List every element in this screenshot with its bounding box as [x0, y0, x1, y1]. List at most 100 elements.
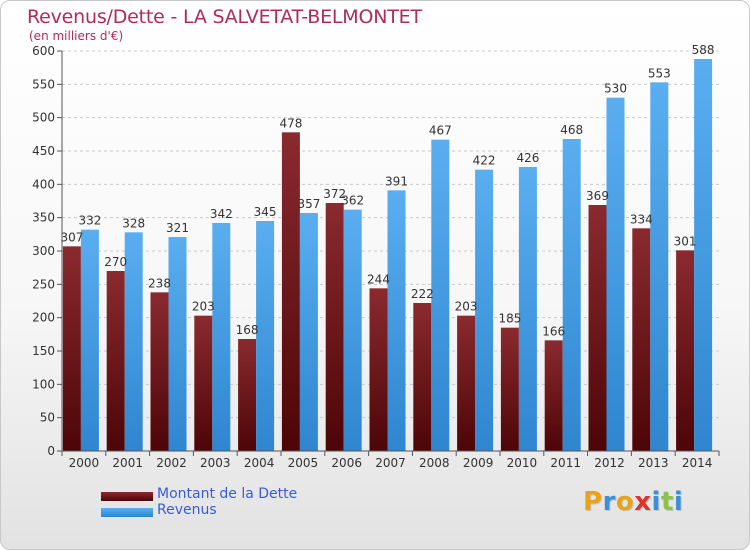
logo-letter: r: [602, 487, 616, 517]
x-tick-label: 2008: [419, 456, 450, 470]
x-tick-label: 2004: [244, 456, 275, 470]
data-label-debt: 222: [411, 287, 434, 301]
bar-debt: [544, 340, 563, 451]
x-tick-label: 2007: [375, 456, 406, 470]
bar-revenue: [694, 59, 713, 451]
y-tick-label: 150: [32, 344, 55, 358]
bar-debt: [369, 288, 388, 451]
y-tick-label: 100: [32, 377, 55, 391]
data-label-debt: 478: [279, 116, 302, 130]
data-label-revenue: 332: [78, 214, 101, 228]
data-label-debt: 203: [455, 300, 478, 314]
bar-revenue: [343, 209, 362, 451]
legend-swatch-revenue: [101, 508, 153, 517]
logo-letter: x: [634, 487, 652, 517]
data-label-revenue: 342: [210, 207, 233, 221]
bar-debt: [62, 246, 81, 451]
data-label-revenue: 422: [473, 154, 496, 168]
data-label-revenue: 468: [560, 123, 583, 137]
x-tick-label: 2006: [331, 456, 362, 470]
chart-subtitle: (en milliers d'€): [29, 29, 124, 43]
bar-revenue: [606, 97, 625, 452]
bar-revenue: [124, 232, 143, 451]
y-tick-label: 600: [32, 44, 55, 58]
bar-revenue: [562, 139, 581, 451]
x-tick-label: 2012: [594, 456, 625, 470]
bar-revenue: [475, 169, 494, 451]
bar-revenue: [168, 237, 187, 451]
data-label-revenue: 391: [385, 174, 408, 188]
data-label-debt: 369: [586, 189, 609, 203]
bar-revenue: [299, 213, 318, 451]
data-label-debt: 168: [236, 323, 259, 337]
x-tick-label: 2013: [638, 456, 669, 470]
bar-revenue: [431, 139, 450, 451]
x-tick-label: 2010: [507, 456, 538, 470]
x-tick-label: 2009: [463, 456, 494, 470]
data-label-debt: 301: [674, 234, 697, 248]
bar-debt: [106, 271, 125, 451]
bar-debt: [632, 228, 651, 451]
x-tick-label: 2000: [69, 456, 100, 470]
y-tick-label: 450: [32, 144, 55, 158]
data-label-debt: 166: [542, 324, 565, 338]
data-label-revenue: 530: [604, 82, 627, 96]
data-label-revenue: 357: [297, 197, 320, 211]
bar-debt: [194, 315, 213, 451]
y-tick-label: 350: [32, 211, 55, 225]
y-tick-label: 500: [32, 111, 55, 125]
bar-revenue: [518, 167, 537, 451]
bar-revenue: [387, 190, 406, 452]
legend-label-debt: Montant de la Dette: [157, 486, 298, 502]
data-label-revenue: 553: [648, 66, 671, 80]
bar-debt: [281, 132, 300, 452]
bar-debt: [500, 327, 519, 451]
data-label-revenue: 321: [166, 221, 189, 235]
data-label-revenue: 345: [254, 205, 277, 219]
chart-title: Revenus/Dette - LA SALVETAT-BELMONTET: [27, 6, 422, 28]
x-tick-label: 2005: [288, 456, 319, 470]
y-tick-label: 200: [32, 311, 55, 325]
bar-debt: [325, 203, 344, 451]
legend-swatch-debt: [101, 492, 153, 501]
data-label-revenue: 588: [692, 43, 715, 57]
y-tick-label: 0: [47, 444, 55, 458]
x-tick-label: 2011: [550, 456, 581, 470]
data-label-revenue: 426: [516, 151, 539, 165]
data-label-debt: 372: [323, 187, 346, 201]
y-tick-label: 550: [32, 77, 55, 91]
data-label-revenue: 467: [429, 124, 452, 138]
data-label-debt: 238: [148, 276, 171, 290]
bar-debt: [457, 315, 476, 451]
bar-debt: [676, 250, 695, 451]
bar-revenue: [256, 221, 275, 451]
data-label-debt: 334: [630, 212, 653, 226]
axes: 0 50 100 150 200 250 300 350 400 450 500 550 600 2000…: [32, 44, 720, 470]
x-tick-label: 2002: [156, 456, 187, 470]
proxiti-logo: Proxiti: [583, 487, 683, 517]
y-tick-label: 300: [32, 244, 55, 258]
x-tick-label: 2014: [682, 456, 713, 470]
data-label-debt: 307: [60, 230, 83, 244]
data-label-revenue: 328: [122, 216, 145, 230]
legend-label-revenue: Revenus: [157, 502, 217, 518]
y-tick-label: 50: [40, 411, 55, 425]
data-label-debt: 203: [192, 300, 215, 314]
bars: [62, 59, 713, 452]
data-label-debt: 270: [104, 255, 127, 269]
x-tick-label: 2003: [200, 456, 231, 470]
logo-letter: i: [673, 487, 684, 517]
x-tick-label: 2001: [112, 456, 143, 470]
data-label-debt: 244: [367, 272, 390, 286]
logo-letter: i: [651, 487, 661, 517]
bar-revenue: [212, 223, 231, 451]
logo-letter: P: [583, 487, 603, 517]
bar-revenue: [650, 82, 669, 451]
y-tick-label: 250: [32, 277, 55, 291]
logo-letter: o: [615, 487, 635, 517]
bar-revenue: [80, 229, 99, 451]
data-label-debt: 185: [498, 312, 521, 326]
y-tick-label: 400: [32, 177, 55, 191]
